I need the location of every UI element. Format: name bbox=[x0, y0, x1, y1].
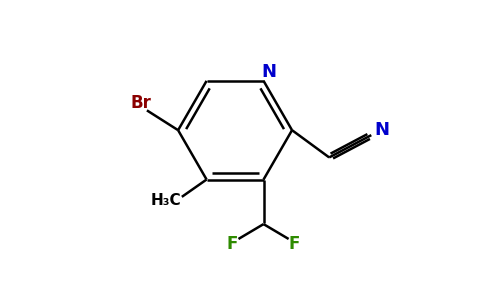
Text: F: F bbox=[227, 235, 238, 253]
Text: Br: Br bbox=[130, 94, 151, 112]
Text: N: N bbox=[261, 63, 276, 81]
Text: H₃C: H₃C bbox=[150, 193, 181, 208]
Text: F: F bbox=[289, 235, 300, 253]
Text: N: N bbox=[375, 121, 390, 139]
